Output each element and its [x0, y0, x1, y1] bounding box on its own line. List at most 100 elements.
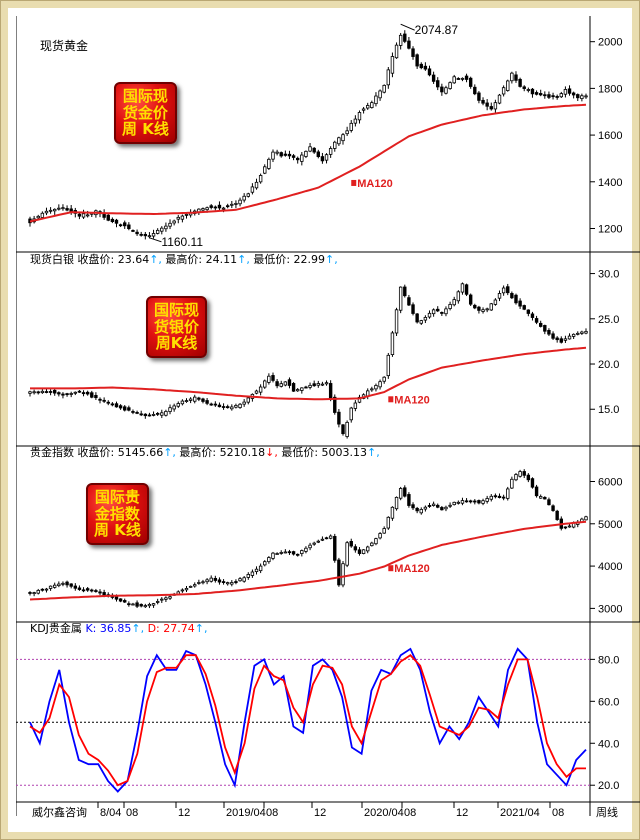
candle-body: [357, 396, 362, 403]
candle-body: [114, 403, 119, 408]
candle-body: [73, 391, 78, 394]
candle-body: [419, 509, 423, 514]
candle-body: [250, 571, 255, 576]
candle-body: [403, 487, 407, 497]
candle-body: [534, 92, 539, 95]
candle-body: [390, 506, 395, 519]
candle-body: [283, 381, 288, 386]
candle-body: [427, 68, 432, 76]
candle-body: [127, 603, 131, 606]
candle-body: [485, 498, 489, 502]
y-tick-label: 60.0: [598, 696, 619, 708]
index-badge-line-1: 国际贵: [94, 488, 140, 506]
candle-body: [518, 78, 522, 87]
candle-body: [28, 592, 32, 594]
candle-body: [452, 501, 456, 506]
candle-body: [576, 332, 580, 335]
candle-body: [48, 209, 53, 212]
candle-body: [547, 94, 551, 98]
candle-body: [118, 405, 123, 409]
candle-body: [300, 387, 304, 391]
candle-body: [180, 400, 185, 405]
candle-body: [403, 286, 407, 297]
candle-body: [353, 118, 358, 124]
candle-body: [464, 284, 469, 295]
candle-body: [312, 383, 316, 387]
candle-body: [160, 598, 164, 601]
candle-body: [431, 503, 436, 506]
candle-body: [160, 227, 164, 232]
candle-body: [386, 69, 391, 86]
candle-body: [172, 220, 176, 224]
candle-body: [324, 537, 329, 540]
candle-body: [378, 90, 382, 99]
candle-body: [32, 592, 36, 595]
candle-body: [90, 392, 94, 398]
y-tick-label: 1800: [598, 83, 622, 95]
y-tick-label: 5000: [598, 519, 622, 531]
candle-body: [44, 210, 49, 214]
candle-body: [230, 582, 234, 585]
candle-body: [444, 308, 448, 315]
candle-body: [423, 317, 428, 321]
candle-body: [394, 309, 399, 334]
candle-body: [225, 205, 230, 208]
x-tick-label: 08: [552, 807, 564, 819]
index-ma-label-marker: [388, 565, 394, 572]
candle-body: [370, 102, 374, 108]
candle-body: [61, 207, 65, 210]
candle-body: [506, 488, 510, 499]
candle-body: [48, 391, 53, 393]
candle-body: [267, 375, 271, 383]
candle-body: [436, 504, 440, 508]
candle-body: [36, 215, 40, 219]
candle-body: [123, 222, 127, 227]
candle-body: [225, 406, 230, 409]
index-ma-label: MA120: [394, 563, 429, 575]
y-tick-label: 1200: [598, 223, 622, 235]
candle-body: [448, 82, 452, 89]
candle-body: [291, 155, 296, 158]
candle-body: [53, 389, 57, 394]
candle-body: [477, 306, 481, 311]
candle-body: [81, 392, 86, 395]
candle-body: [481, 500, 485, 504]
candle-body: [390, 56, 395, 74]
chart-canvas: 1200 1400 1600 1800 2000 现货黄金 2074.87 1160.11 MA…: [16, 16, 640, 819]
candle-body: [366, 105, 370, 109]
candle-body: [32, 391, 36, 394]
candle-body: [341, 563, 345, 586]
candle-body: [514, 474, 518, 481]
candle-body: [485, 308, 489, 311]
candle-body: [250, 186, 255, 193]
x-tick-label: 2019/04: [226, 807, 266, 819]
candle-body: [271, 151, 275, 160]
candle-body: [291, 383, 296, 392]
ma120-line: [30, 346, 587, 401]
candle-body: [135, 602, 139, 607]
candle-body: [538, 93, 543, 96]
candle-body: [155, 601, 160, 603]
candle-body: [44, 588, 49, 591]
candle-body: [473, 500, 477, 503]
candle-body: [485, 102, 489, 107]
candle-body: [411, 48, 415, 57]
candle-body: [559, 93, 563, 98]
candle-body: [345, 130, 349, 135]
candle-body: [328, 383, 333, 399]
x-tick-label: 12: [178, 807, 190, 819]
candle-body: [168, 222, 172, 227]
candle-body: [312, 147, 316, 153]
candle-body: [106, 401, 110, 404]
candle-body: [279, 152, 283, 157]
candle-body: [551, 95, 555, 98]
candle-body: [534, 486, 539, 497]
candle-body: [324, 382, 329, 385]
candle-body: [296, 157, 300, 161]
candle-body: [510, 293, 514, 299]
candle-body: [85, 391, 90, 395]
candle-body: [209, 403, 213, 406]
candle-body: [328, 535, 333, 539]
candle-body: [160, 412, 164, 416]
candle-body: [448, 304, 452, 309]
